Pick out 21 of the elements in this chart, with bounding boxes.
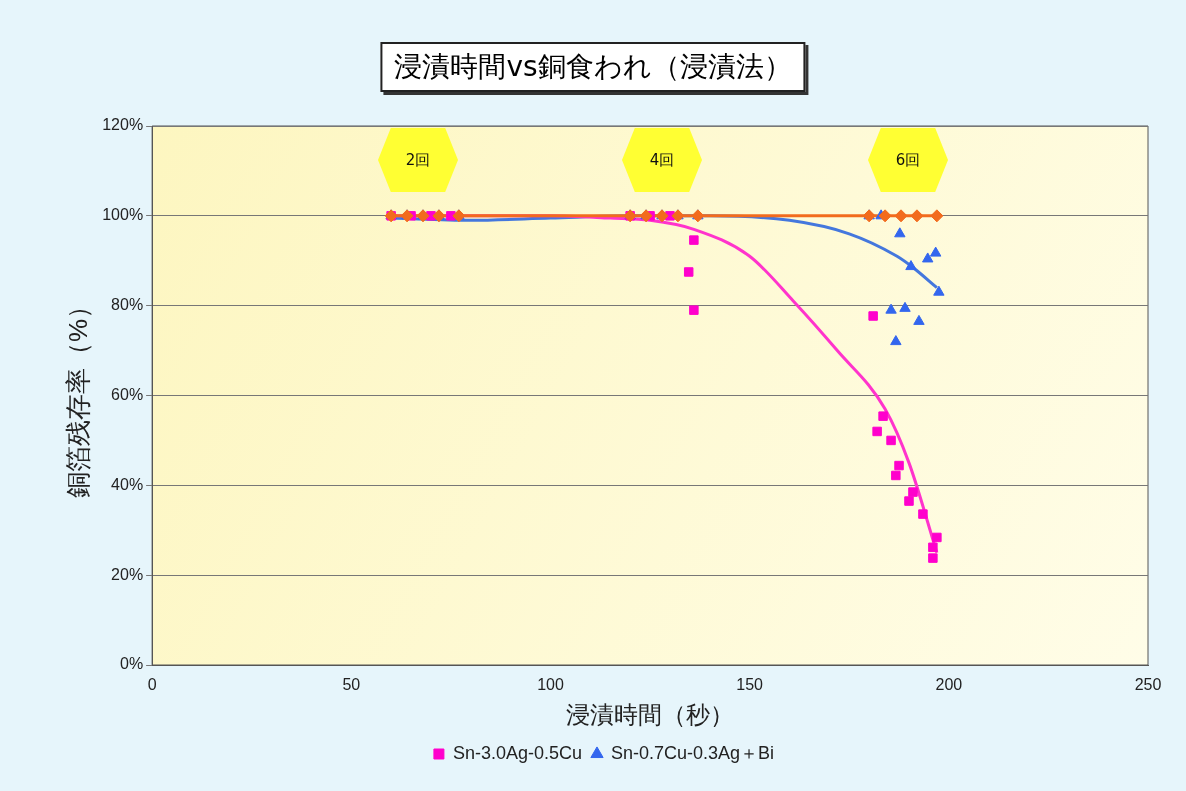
y-tick-label: 120% [102, 116, 144, 134]
x-tick-label: 0 [147, 676, 157, 694]
x-tick-label: 50 [342, 676, 361, 694]
x-tick-label: 250 [1134, 676, 1162, 694]
x-axis-title: 浸漬時間（秒） [566, 701, 735, 729]
y-tick-label: 100% [102, 206, 144, 224]
y-tick-label: 40% [111, 475, 144, 493]
y-tick-label: 0% [120, 655, 144, 673]
y-tick-label: 80% [111, 296, 144, 314]
x-tick-label: 100 [537, 676, 564, 694]
legend-label: Sn-3.0Ag-0.5Cu [452, 742, 582, 763]
annotation: 6回 [895, 150, 921, 170]
x-tick-label: 200 [935, 676, 963, 694]
x-tick-label: 150 [736, 676, 764, 694]
chart-title: 浸漬時間vs銅食われ（浸漬法） [380, 42, 806, 92]
annotation: 2回 [405, 150, 431, 170]
y-axis-title: 銅箔残存率（%） [62, 292, 93, 499]
y-tick-label: 60% [111, 385, 144, 403]
legend-label: Sn-0.7Cu-0.3Ag＋Bi [611, 742, 775, 763]
annotation: 4回 [649, 150, 675, 170]
y-tick-label: 20% [111, 565, 144, 583]
